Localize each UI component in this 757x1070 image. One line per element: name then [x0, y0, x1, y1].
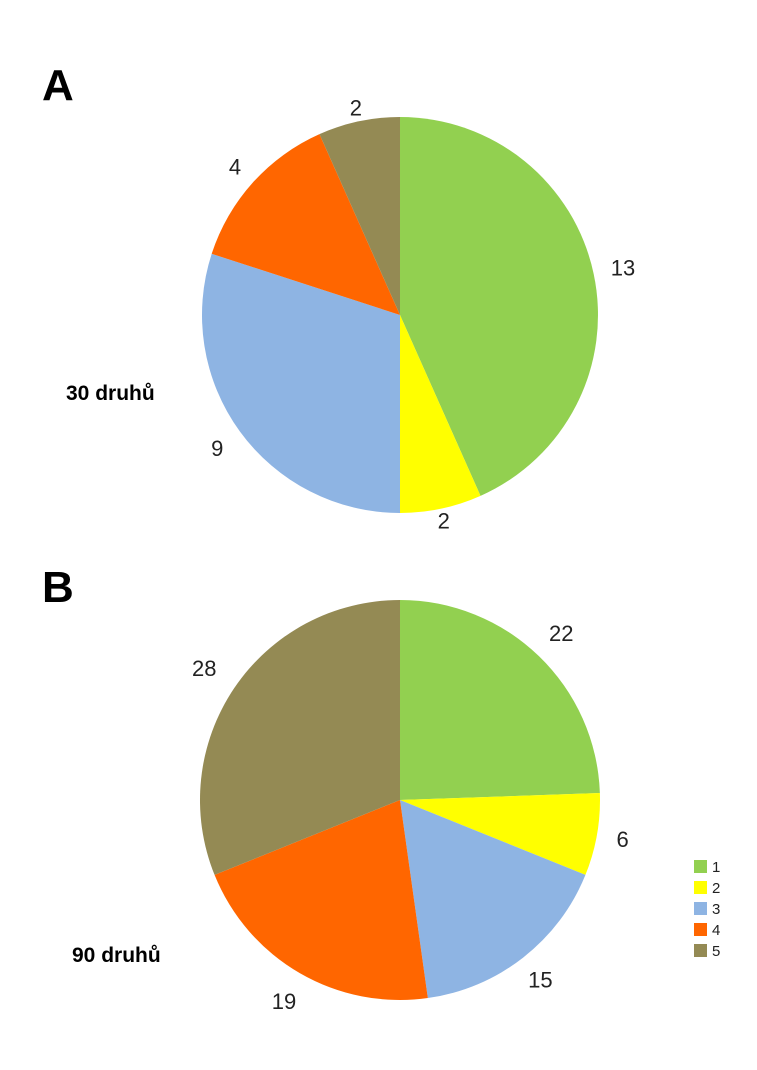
pie-a-value-label-3: 9: [211, 436, 223, 461]
pie-b-value-label-5: 28: [192, 656, 216, 681]
pie-a-slice-4: [211, 134, 400, 315]
pie-a-value-label-2: 2: [438, 508, 450, 533]
legend-label-3: 3: [712, 901, 720, 918]
pie-a-value-label-4: 4: [229, 155, 241, 180]
legend: 1 2 3 4 5: [694, 859, 720, 960]
legend-swatch-1: [694, 860, 707, 873]
panel-letter-b: B: [42, 563, 74, 612]
pie-a-slice-2: [400, 315, 481, 513]
legend-label-4: 4: [712, 922, 720, 939]
pie-b-slice-5: [199, 600, 400, 875]
species-count-b: 90 druhů: [72, 944, 161, 967]
pie-a-value-label-5: 2: [350, 96, 362, 121]
legend-swatch-5: [694, 944, 707, 957]
pie-b-value-label-3: 15: [528, 968, 552, 993]
legend-label-2: 2: [712, 880, 720, 897]
pie-b-value-label-4: 19: [272, 989, 296, 1014]
legend-label-5: 5: [712, 943, 720, 960]
pie-a-slice-3: [201, 253, 400, 513]
pie-b-slice-2: [400, 793, 601, 875]
pie-chart-b: 22 6 15 19 28: [192, 600, 629, 1014]
legend-label-1: 1: [712, 859, 720, 876]
legend-swatch-2: [694, 881, 707, 894]
pie-a-value-label-1: 13: [611, 256, 635, 281]
pie-b-slice-1: [400, 600, 600, 800]
legend-swatch-3: [694, 902, 707, 915]
pie-b-value-label-1: 22: [549, 621, 573, 646]
pie-b-slice-4: [214, 800, 428, 1000]
legend-swatch-4: [694, 923, 707, 936]
panel-letter-a: A: [42, 61, 74, 110]
pie-a-slice-1: [400, 117, 598, 496]
pie-chart-a: 13 2 9 4 2: [201, 96, 635, 533]
pie-b-slice-3: [400, 800, 586, 999]
species-count-a: 30 druhů: [66, 382, 155, 405]
pie-a-slice-5: [319, 117, 400, 315]
pie-b-value-label-2: 6: [616, 827, 628, 852]
